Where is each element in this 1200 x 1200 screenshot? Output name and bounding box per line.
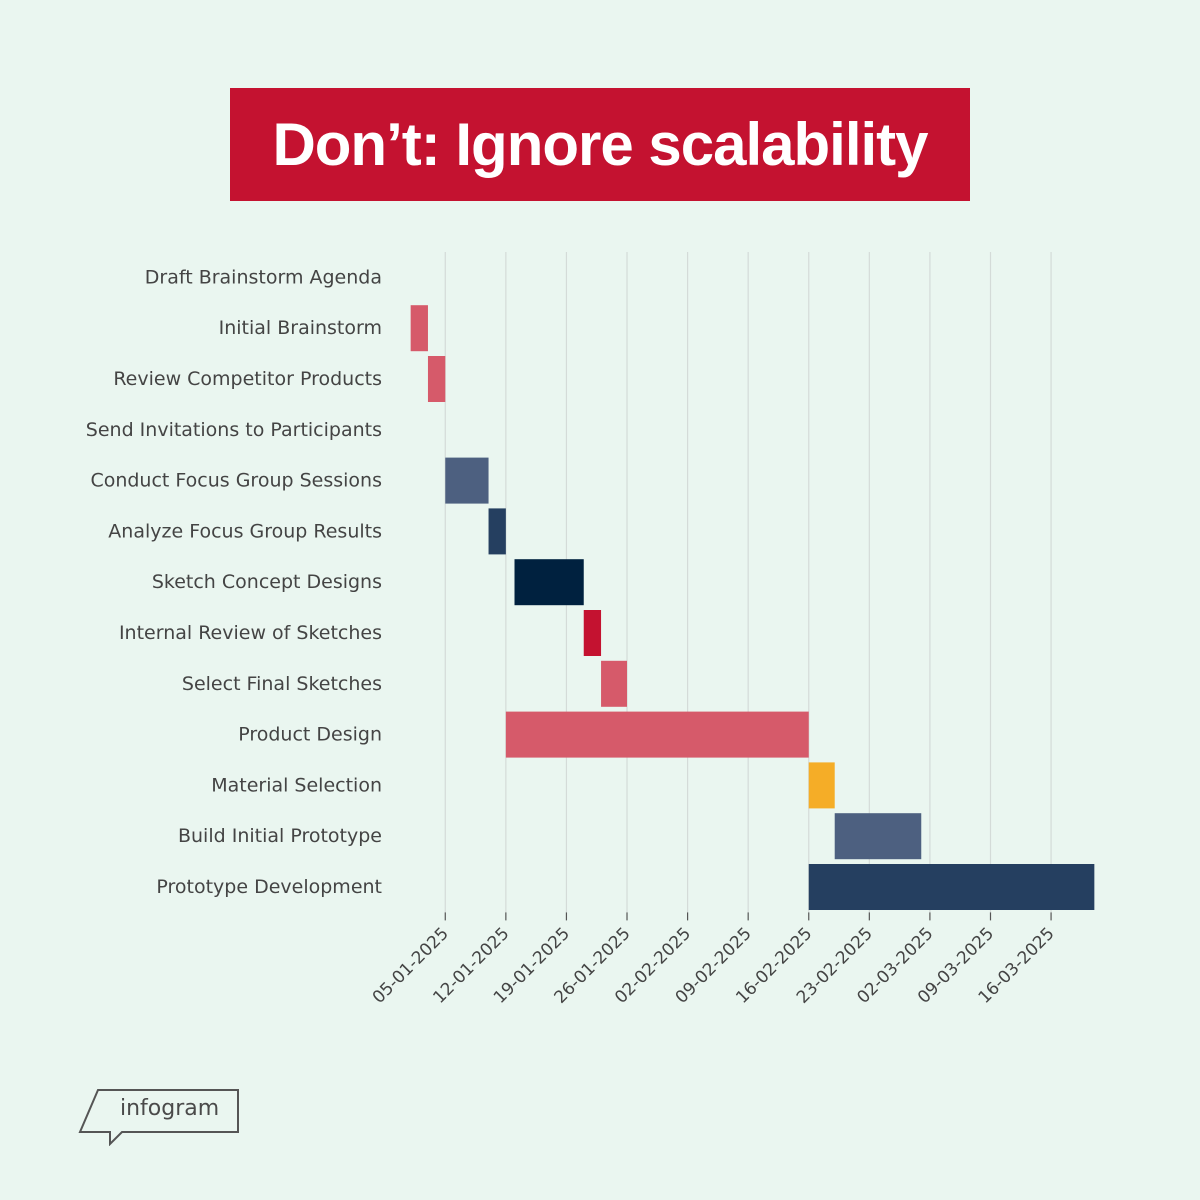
- task-label: Build Initial Prototype: [178, 825, 382, 847]
- task-bar: [601, 660, 628, 707]
- task-bar: [834, 813, 922, 860]
- task-label: Initial Brainstorm: [219, 317, 382, 339]
- title-banner: Don’t: Ignore scalability: [230, 88, 970, 201]
- task-label: Sketch Concept Designs: [152, 571, 382, 593]
- task-bar: [488, 508, 506, 555]
- task-label: Product Design: [238, 724, 382, 746]
- task-bar: [808, 762, 835, 809]
- logo-text: infogram: [120, 1096, 220, 1121]
- speech-bubble-icon: [78, 1089, 239, 1147]
- task-label: Analyze Focus Group Results: [108, 520, 382, 542]
- chart-title: Don’t: Ignore scalability: [272, 111, 928, 178]
- task-bar: [808, 864, 1095, 910]
- task-label: Internal Review of Sketches: [119, 622, 382, 644]
- task-bar: [583, 610, 602, 656]
- x-axis-ticks: 05-01-202512-01-202519-01-202526-01-2025…: [369, 912, 1059, 1008]
- infogram-logo: infogram: [78, 1088, 242, 1147]
- task-label: Draft Brainstorm Agenda: [145, 266, 382, 288]
- task-labels: Draft Brainstorm Agenda Initial Brainstor…: [86, 266, 382, 898]
- task-bar: [427, 356, 446, 402]
- task-bars: [410, 305, 1095, 910]
- task-label: Review Competitor Products: [113, 368, 382, 390]
- task-label: Material Selection: [211, 774, 382, 796]
- task-label: Send Invitations to Participants: [86, 419, 382, 441]
- task-label: Conduct Focus Group Sessions: [90, 470, 382, 492]
- task-label: Prototype Development: [156, 876, 382, 898]
- task-bar: [514, 559, 584, 606]
- task-label: Select Final Sketches: [182, 673, 382, 695]
- task-bar: [445, 457, 489, 504]
- task-bar: [410, 305, 428, 352]
- task-bar: [505, 711, 809, 758]
